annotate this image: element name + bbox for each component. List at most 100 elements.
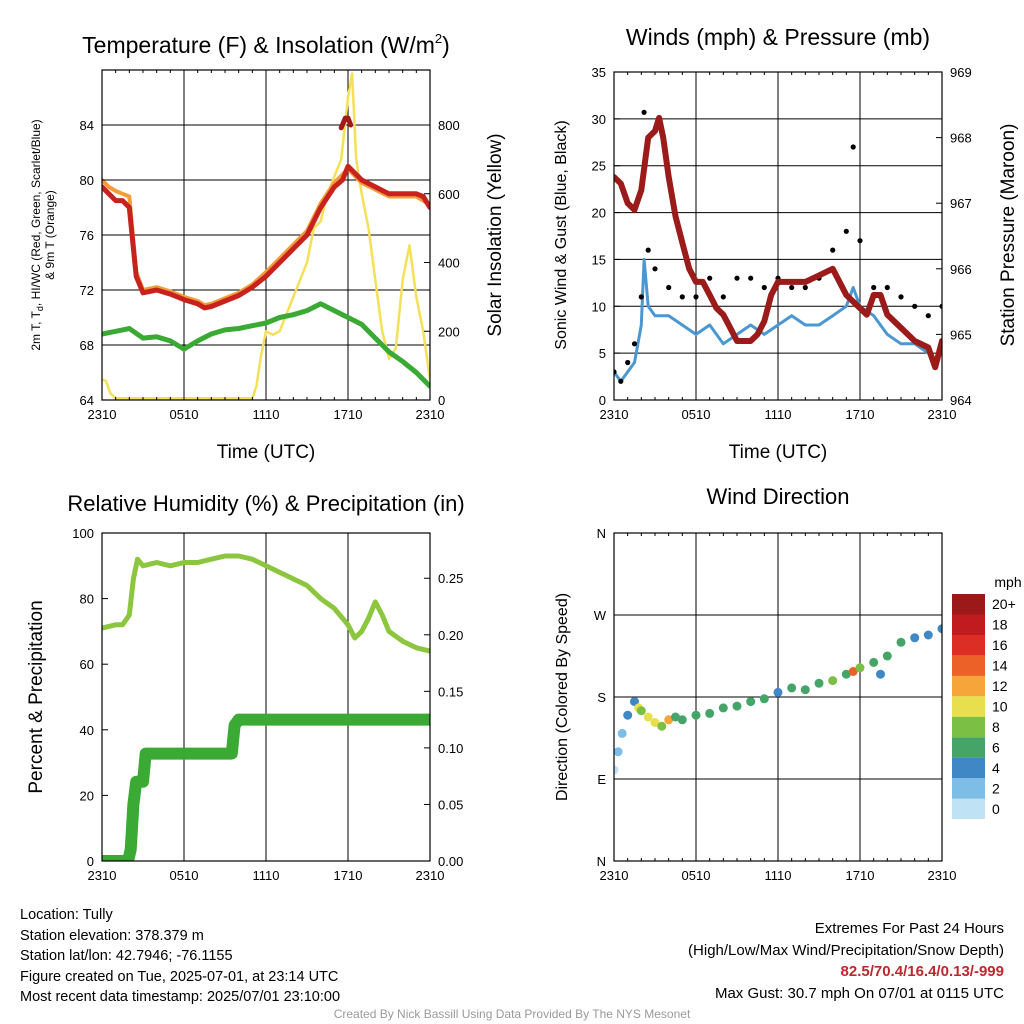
y2-tick-label: 966 bbox=[950, 262, 972, 277]
y-tick-label: 60 bbox=[80, 657, 94, 672]
y-tick-label: 20 bbox=[80, 788, 94, 803]
y2-tick-label: 969 bbox=[950, 65, 972, 80]
direction-point bbox=[869, 657, 879, 667]
winds-grid bbox=[614, 71, 942, 401]
series-line-sonic-wind bbox=[614, 257, 942, 383]
colorbar-cell bbox=[952, 798, 985, 819]
direction-point bbox=[650, 718, 660, 727]
y2-tick-label: 965 bbox=[950, 327, 972, 342]
gust-point bbox=[850, 144, 856, 150]
direction-point bbox=[937, 624, 942, 634]
y2-tick-label: 967 bbox=[950, 196, 972, 211]
direction-y-axis-label: Direction (Colored By Speed) bbox=[554, 593, 571, 801]
colorbar-cell bbox=[952, 594, 985, 615]
y2-tick-label: 0.05 bbox=[438, 797, 463, 812]
recent-timestamp: Most recent data timestamp: 2025/07/01 2… bbox=[20, 989, 341, 1005]
temperature-series bbox=[102, 72, 430, 400]
direction-point bbox=[732, 701, 742, 711]
direction-point bbox=[671, 712, 680, 722]
y2-tick-label: 0.15 bbox=[438, 684, 463, 699]
gust-point bbox=[641, 109, 647, 115]
gust-point bbox=[614, 369, 617, 375]
colorbar-label: 8 bbox=[992, 719, 1000, 735]
direction-point bbox=[773, 687, 783, 697]
y-tick-label: 5 bbox=[599, 346, 606, 361]
gust-point bbox=[720, 294, 726, 300]
series-line-relative-humidity bbox=[102, 553, 430, 654]
direction-point bbox=[841, 669, 851, 679]
y2-tick-label: 600 bbox=[438, 187, 460, 202]
gust-point bbox=[884, 284, 890, 291]
series-line-precipitation bbox=[102, 713, 430, 861]
station-location: Location: Tully bbox=[20, 907, 113, 923]
y-tick-label: 80 bbox=[80, 592, 94, 607]
direction-point bbox=[876, 669, 885, 679]
winds-title: Winds (mph) & Pressure (mb) bbox=[626, 24, 930, 50]
direction-grid bbox=[614, 532, 942, 862]
direction-title: Wind Direction bbox=[706, 484, 849, 509]
colorbar-cell bbox=[952, 757, 985, 779]
y-tick-label: E bbox=[597, 772, 606, 787]
colorbar-cell bbox=[952, 716, 985, 738]
y-tick-label: 64 bbox=[80, 393, 94, 408]
colorbar-title: mph bbox=[994, 574, 1021, 590]
insolation-y-axis-label: Solar Insolation (Yellow) bbox=[485, 133, 506, 336]
y2-tick-label: 964 bbox=[950, 393, 972, 408]
colorbar-cell bbox=[952, 634, 985, 656]
direction-point bbox=[718, 703, 728, 713]
direction-point bbox=[705, 708, 715, 718]
series-line-station-pressure bbox=[614, 114, 942, 371]
temperature-grid bbox=[102, 70, 430, 401]
y-tick-label: 0 bbox=[87, 854, 94, 869]
y-tick-label: N bbox=[597, 854, 606, 869]
x-tick-label: 2310 bbox=[928, 868, 957, 883]
direction-point bbox=[614, 765, 619, 775]
gust-point bbox=[652, 266, 658, 272]
colorbar-cell bbox=[952, 675, 985, 697]
gust-point bbox=[645, 247, 651, 253]
figure-created: Figure created on Tue, 2025-07-01, at 23… bbox=[20, 968, 339, 985]
direction-point bbox=[759, 694, 769, 704]
y-tick-label: 68 bbox=[80, 338, 94, 353]
gust-point bbox=[802, 284, 808, 291]
gust-point bbox=[618, 378, 624, 384]
y-tick-label: S bbox=[597, 690, 606, 705]
colorbar-label: 2 bbox=[992, 780, 1000, 796]
direction-point bbox=[800, 685, 810, 695]
direction-point bbox=[614, 747, 623, 757]
winds-x-axis-label: Time (UTC) bbox=[729, 442, 828, 463]
humidity-y-axis-label: Percent & Precipitation bbox=[26, 600, 47, 793]
gust-point bbox=[843, 228, 849, 234]
x-tick-label: 0510 bbox=[682, 407, 711, 422]
gust-point bbox=[707, 275, 713, 281]
gust-point bbox=[912, 303, 918, 309]
colorbar-label: 18 bbox=[992, 617, 1008, 633]
colorbar-label: 4 bbox=[992, 760, 1000, 776]
y2-tick-label: 200 bbox=[438, 324, 460, 339]
x-tick-label: 2310 bbox=[88, 868, 117, 883]
colorbar-label: 6 bbox=[992, 739, 1000, 755]
gust-point bbox=[857, 238, 863, 244]
gust-point bbox=[789, 284, 795, 291]
direction-point bbox=[643, 712, 653, 722]
gust-point bbox=[939, 303, 942, 309]
y2-tick-label: 0 bbox=[438, 393, 445, 408]
temperature-y-axis-label-line2: & 9m T (Orange) bbox=[43, 190, 57, 280]
winds-series bbox=[614, 109, 942, 384]
y-tick-label: 76 bbox=[80, 228, 94, 243]
direction-point bbox=[848, 667, 858, 676]
y-tick-label: N bbox=[597, 526, 606, 541]
direction-point bbox=[623, 710, 633, 720]
colorbar-label: 12 bbox=[992, 678, 1008, 694]
y-tick-label: W bbox=[594, 608, 607, 623]
speed-colorbar: 0 2 4 6 8 10 12 14 16 18 20+ bbox=[952, 594, 1016, 819]
gust-point bbox=[666, 284, 672, 291]
direction-point bbox=[657, 721, 667, 731]
y-tick-label: 80 bbox=[80, 173, 94, 188]
colorbar-label: 16 bbox=[992, 637, 1008, 653]
